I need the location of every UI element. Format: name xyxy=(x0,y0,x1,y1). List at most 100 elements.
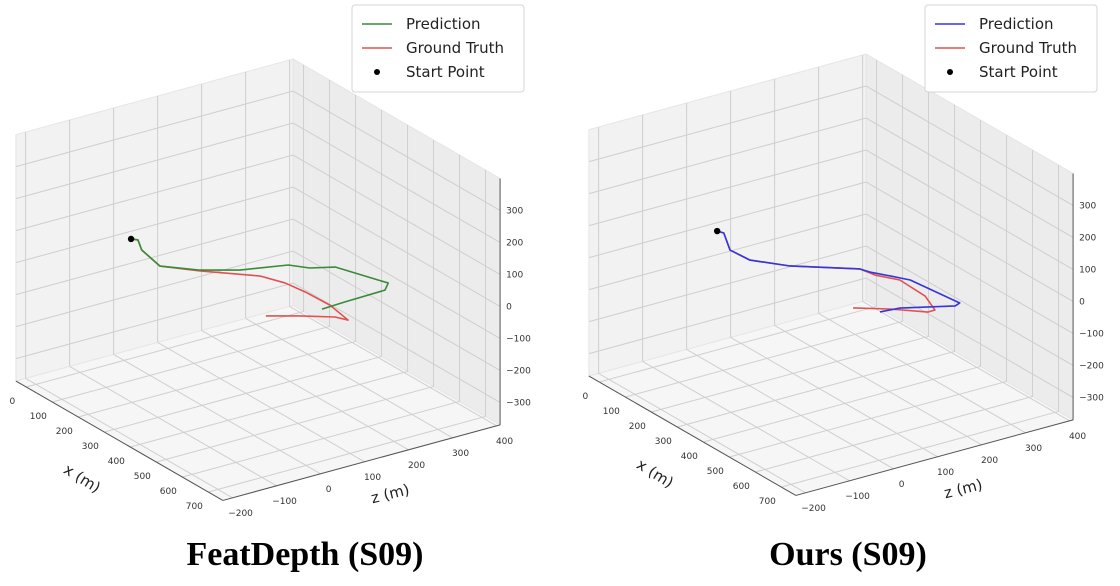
gridline-z xyxy=(642,360,850,482)
y-tick-label: 0 xyxy=(506,302,512,312)
gridline-y xyxy=(292,282,501,403)
gridline-x xyxy=(130,370,408,448)
gridline-y xyxy=(15,282,294,360)
legend-label: Start Point xyxy=(406,63,485,81)
gridline-x xyxy=(677,350,955,428)
trajectory-prediction xyxy=(716,230,961,313)
gridline-y xyxy=(292,90,501,211)
y-tick-label: −100 xyxy=(1079,329,1104,339)
gridline-z xyxy=(730,336,938,458)
x-tick-label: 400 xyxy=(681,452,698,462)
start-point-marker xyxy=(127,235,135,243)
gridline-z xyxy=(245,317,453,439)
legend: Prediction Ground Truth Start Point xyxy=(924,4,1098,93)
x-tick-label: 200 xyxy=(56,427,73,437)
y-tick-label: −200 xyxy=(506,366,531,376)
x-tick-label: 300 xyxy=(82,442,99,452)
x-axis-line xyxy=(588,375,797,496)
legend-frame xyxy=(351,4,525,93)
z-tick-label: 0 xyxy=(899,480,905,490)
gridline-z xyxy=(157,341,365,463)
legend-frame xyxy=(924,4,1098,93)
x-tick-label: 700 xyxy=(186,502,203,512)
gridline-y xyxy=(15,90,294,168)
gridline-y xyxy=(865,181,1074,302)
z-tick-label: −200 xyxy=(801,504,826,514)
gridline-z xyxy=(774,324,982,446)
gridline-z xyxy=(201,329,409,451)
gridline-y xyxy=(588,85,867,163)
gridline-y xyxy=(588,277,867,355)
gridline-z xyxy=(113,353,321,475)
gridline-y xyxy=(588,213,867,291)
gridline-z xyxy=(289,305,497,427)
gridline-z xyxy=(686,348,894,470)
gridline-x xyxy=(208,415,486,493)
z-tick-label: −100 xyxy=(272,497,297,507)
legend-label: Prediction xyxy=(406,15,481,33)
z-tick-label: 200 xyxy=(408,461,425,471)
x-tick-label: 600 xyxy=(733,482,750,492)
z-axis-label: z (m) xyxy=(942,475,984,502)
plot-caption: FeatDepth (S09) xyxy=(186,536,423,573)
gridline-y xyxy=(865,245,1074,366)
y-tick-label: −100 xyxy=(506,334,531,344)
gridline-z xyxy=(862,300,1070,422)
z-tick-label: 100 xyxy=(364,473,381,483)
gridline-z xyxy=(25,377,233,499)
gridline-x xyxy=(599,305,877,383)
y-tick-label: 300 xyxy=(506,206,523,216)
gridline-y xyxy=(292,154,501,275)
z-tick-label: 200 xyxy=(981,456,998,466)
gridline-y xyxy=(865,213,1074,334)
gridline-y xyxy=(865,149,1074,270)
gridline-y xyxy=(588,117,867,195)
legend-label: Ground Truth xyxy=(979,39,1077,57)
gridline-y xyxy=(588,149,867,227)
gridline-x xyxy=(729,380,1007,458)
x-axis-label: x (m) xyxy=(633,455,676,491)
legend-label: Start Point xyxy=(979,63,1058,81)
gridline-y xyxy=(15,154,294,232)
y-tick-label: 0 xyxy=(1079,297,1085,307)
y-tick-label: 200 xyxy=(506,238,523,248)
gridline-x xyxy=(651,335,929,413)
gridline-x xyxy=(26,310,304,388)
z-tick-label: 400 xyxy=(1069,432,1086,442)
gridline-x xyxy=(78,340,356,418)
legend: Prediction Ground Truth Start Point xyxy=(351,4,525,93)
legend-swatch-dot xyxy=(947,69,953,75)
plot-ours: 0 100 200 300 400 500 600 700 −200 −100 0 100 200 300… xyxy=(582,4,1104,573)
z-axis-line xyxy=(795,419,1074,496)
x-tick-label: 0 xyxy=(582,392,588,402)
gridline-x xyxy=(182,400,460,478)
x-axis-line xyxy=(15,380,224,501)
gridline-x xyxy=(755,395,1033,473)
trajectory-prediction xyxy=(130,238,390,310)
gridline-x xyxy=(156,385,434,463)
gridline-y xyxy=(292,218,501,339)
plot-featdepth: 0 100 200 300 400 500 600 700 −200 −100 0 100 200 300… xyxy=(9,4,531,573)
gridline-y xyxy=(292,250,501,371)
x-tick-label: 700 xyxy=(759,497,776,507)
legend-swatch-dot xyxy=(374,69,380,75)
gridline-y xyxy=(15,218,294,296)
x-axis-label: x (m) xyxy=(60,460,103,496)
y-tick-label: −300 xyxy=(1079,393,1104,403)
gridline-y xyxy=(15,250,294,328)
y-tick-label: 200 xyxy=(1079,233,1096,243)
gridline-y xyxy=(292,186,501,307)
y-tick-label: 100 xyxy=(1079,265,1096,275)
z-tick-label: 100 xyxy=(937,468,954,478)
x-tick-label: 0 xyxy=(9,397,15,407)
gridline-y xyxy=(588,181,867,259)
gridline-y xyxy=(588,245,867,323)
z-tick-label: 400 xyxy=(496,437,513,447)
y-tick-label: −300 xyxy=(506,398,531,408)
gridline-x xyxy=(625,320,903,398)
gridline-y xyxy=(865,277,1074,398)
gridline-x xyxy=(52,325,330,403)
x-tick-label: 400 xyxy=(108,457,125,467)
y-tick-label: 300 xyxy=(1079,201,1096,211)
legend-label: Prediction xyxy=(979,15,1054,33)
